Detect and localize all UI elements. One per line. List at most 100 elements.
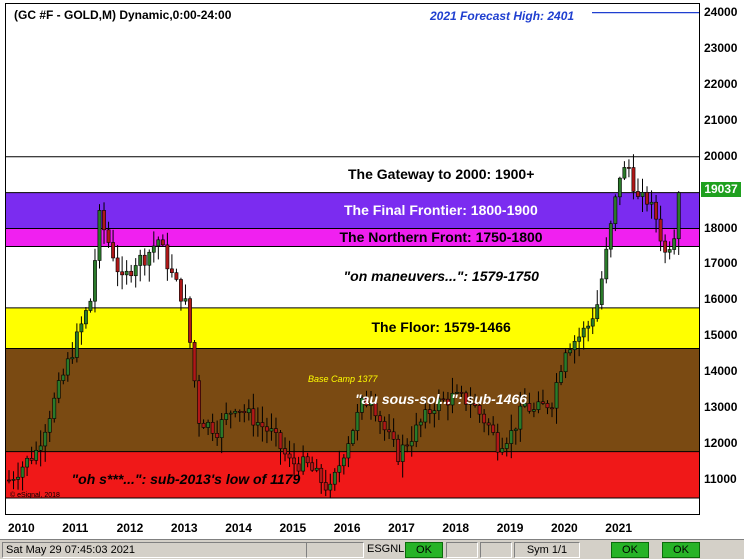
candle-body (314, 467, 319, 471)
chart-plot-area[interactable]: (GC #F - GOLD,M) Dynamic,0:00-24:00 2021… (5, 3, 700, 515)
price-axis[interactable]: 11000 12000 13000 14000 15000 16000 17000 18000… (700, 3, 744, 515)
candle-body (590, 318, 595, 327)
candle-body (581, 327, 586, 338)
candle-body (43, 431, 48, 447)
candle-body (323, 482, 328, 491)
candle-body (11, 479, 16, 481)
candle-body (550, 407, 554, 410)
symbol-counter[interactable]: Sym 1/1 (514, 542, 580, 558)
candle-body (382, 421, 387, 431)
candle-body (197, 380, 201, 424)
candle-body (559, 371, 563, 383)
candle-body (56, 380, 61, 399)
time-axis[interactable]: 2010 2011 2012 2013 2014 2015 2016 2017 2018 2019… (0, 517, 700, 537)
year-tick-label: 2013 (170, 521, 198, 535)
band-label-6: "oh s***...": sub-2013's low of 1179 (71, 471, 301, 487)
candle-body (292, 457, 296, 465)
candle-body (337, 465, 342, 473)
candle-body (138, 254, 143, 266)
candle-body (219, 419, 224, 438)
candle-body (608, 223, 613, 250)
price-band-6 (6, 451, 699, 498)
status-ok-3[interactable]: OK (662, 542, 700, 558)
candle-body (541, 401, 545, 404)
candle-body (405, 444, 410, 447)
candle-body (355, 412, 360, 431)
status-ok-2[interactable]: OK (611, 542, 649, 558)
candle-body (658, 218, 663, 242)
candle-body (319, 467, 324, 483)
candle-body (156, 239, 161, 247)
candle-body (636, 191, 640, 197)
candle-body (224, 413, 229, 420)
candle-body (301, 456, 306, 472)
candle-body (640, 191, 645, 197)
candle-body (586, 325, 591, 329)
price-tick-label: 22000 (704, 76, 738, 91)
current-price-tag: 19037 (701, 182, 741, 198)
year-tick-label: 2020 (551, 521, 578, 535)
candlestick-chart (6, 12, 699, 499)
price-tick-label: 13000 (704, 400, 738, 415)
candle-body (120, 271, 125, 276)
price-tick-label: 14000 (704, 364, 738, 379)
candle-body (604, 248, 609, 280)
candle-body (346, 443, 351, 459)
year-tick-label: 2016 (333, 521, 361, 535)
candle-body (672, 238, 677, 250)
candle-body (260, 422, 265, 428)
candle-body (251, 408, 256, 426)
candle-body (350, 430, 355, 444)
candle-body (278, 432, 283, 449)
band-label-2: The Northern Front: 1750-1800 (339, 228, 543, 245)
candle-body (531, 409, 536, 412)
candle-body (124, 270, 129, 276)
candle-body (88, 300, 93, 311)
candle-body (97, 210, 102, 261)
candle-body (663, 240, 668, 253)
candle-body (396, 438, 401, 462)
candle-body (269, 428, 274, 432)
status-empty-2 (446, 542, 478, 558)
candle-body (554, 382, 559, 409)
esignal-status-ok[interactable]: OK (405, 542, 443, 558)
year-tick-label: 2012 (116, 521, 144, 535)
status-empty-1 (306, 542, 364, 558)
forecast-label: 2021 Forecast High: 2401 (430, 9, 575, 23)
candle-body (34, 449, 39, 461)
candle-body (283, 448, 287, 455)
price-tick-label: 12000 (704, 436, 738, 451)
candle-body (509, 430, 514, 444)
candle-body (504, 443, 509, 449)
candle-body (74, 331, 79, 358)
candle-body (255, 422, 260, 426)
candle-body (446, 398, 450, 406)
candle-body (369, 403, 373, 406)
candle-body (391, 431, 396, 440)
price-tick-label: 23000 (704, 40, 738, 55)
status-empty-3 (480, 542, 512, 558)
candle-body (486, 422, 491, 426)
candle-body (332, 471, 337, 485)
candle-body (179, 279, 183, 302)
candle-body (360, 397, 364, 413)
price-tick-label: 21000 (704, 112, 738, 127)
price-band-1 (6, 192, 699, 229)
candle-body (151, 245, 156, 253)
candle-body (599, 278, 604, 305)
candle-body (102, 210, 106, 231)
year-tick-label: 2011 (62, 521, 89, 535)
candle-body (310, 462, 315, 471)
candle-body (409, 441, 414, 447)
price-tick-label: 18000 (704, 220, 738, 235)
candle-body (459, 392, 464, 394)
candle-body (482, 413, 487, 424)
candle-body (246, 408, 251, 414)
candle-body (115, 257, 120, 273)
candle-body (61, 374, 66, 381)
candle-body (274, 428, 278, 433)
candle-body (287, 453, 292, 459)
candle-body (364, 397, 369, 406)
candle-body (7, 479, 11, 482)
candle-body (93, 260, 97, 302)
